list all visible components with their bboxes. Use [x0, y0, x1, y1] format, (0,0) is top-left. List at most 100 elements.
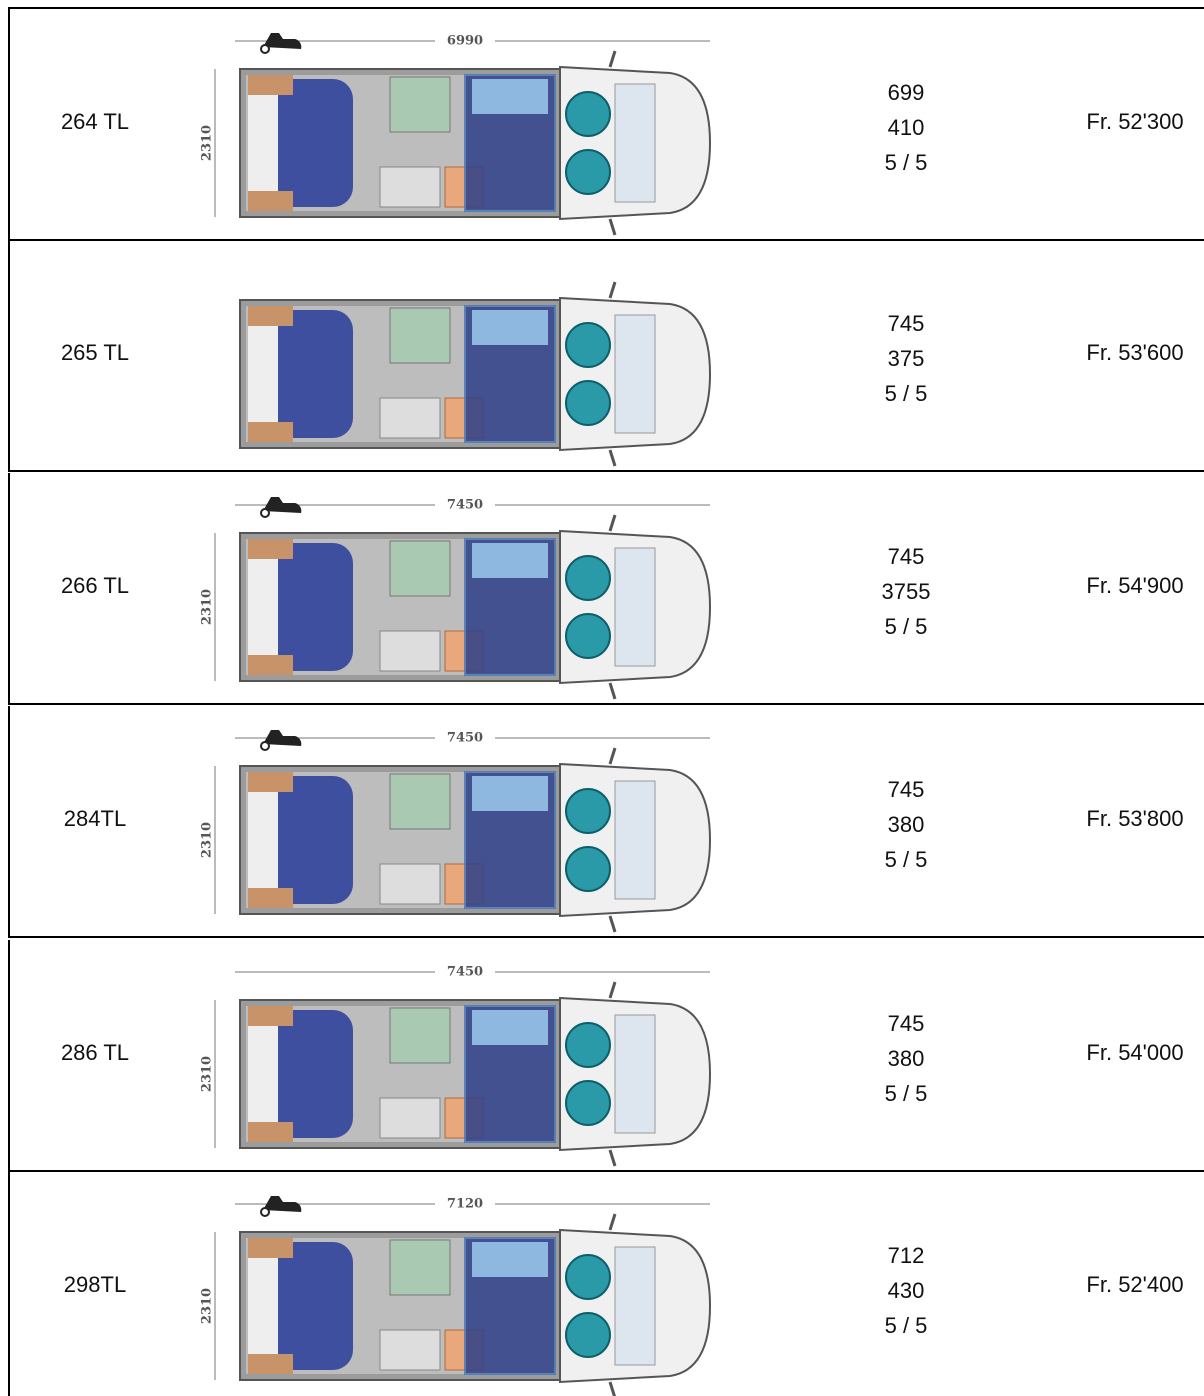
sofa	[472, 1242, 548, 1277]
windshield	[614, 314, 656, 434]
spec-value: 745	[887, 311, 925, 336]
windshield	[614, 547, 656, 667]
price: Fr. 54'000	[1086, 1040, 1184, 1065]
table-row: 265 TL 745 375 5 / 5 Fr. 53'600	[8, 240, 1204, 472]
spec-value: 745	[887, 1011, 925, 1036]
spec-value: 745	[887, 777, 925, 802]
bathroom	[389, 307, 451, 364]
kitchen	[379, 1097, 441, 1139]
spec-value: 712	[887, 1243, 925, 1268]
mirror	[608, 915, 617, 933]
bathroom	[389, 76, 451, 133]
seat	[565, 613, 611, 659]
specs: 745 380 5 / 5	[850, 1006, 962, 1111]
model-name: 264 TL	[60, 109, 130, 134]
mirror	[608, 50, 617, 68]
width-label: 2310	[200, 822, 215, 858]
scooter-icon	[263, 730, 302, 746]
price: Fr. 52'300	[1086, 109, 1184, 134]
floor-plan: 7450 2310	[200, 962, 712, 1167]
seat	[565, 149, 611, 195]
scooter-wheel	[260, 508, 270, 518]
kitchen	[379, 397, 441, 439]
scooter-icon	[263, 33, 302, 49]
price: Fr. 52'400	[1086, 1272, 1184, 1297]
length-label: 7450	[447, 965, 483, 980]
floor-plan: 7120 2310	[200, 1194, 712, 1396]
floor-plan: 7450 2310	[200, 728, 712, 933]
wardrobe	[248, 1006, 293, 1026]
length-label: 7450	[447, 498, 483, 513]
seat	[565, 846, 611, 892]
label-bg	[435, 728, 495, 746]
wardrobe	[248, 191, 293, 211]
pillows	[248, 1018, 278, 1130]
mirror	[608, 747, 617, 765]
wardrobe	[248, 422, 293, 442]
floor-plan: 7450 2310	[200, 495, 712, 700]
wardrobe	[248, 1238, 293, 1258]
length-label: 6990	[447, 34, 483, 49]
seat	[565, 1312, 611, 1358]
scooter-icon	[263, 1196, 302, 1212]
mirror	[608, 514, 617, 532]
pillows	[248, 784, 278, 896]
mirror	[608, 218, 617, 236]
kitchen	[379, 166, 441, 208]
table-row: 298TL 712 430 5 / 5 Fr. 52'400 7120 2310	[8, 1172, 1204, 1396]
scooter-wheel	[260, 741, 270, 751]
pillows	[248, 551, 278, 663]
sofa	[472, 310, 548, 345]
windshield	[614, 83, 656, 203]
floor-plan: 6990 2310	[200, 31, 712, 236]
seat	[565, 555, 611, 601]
bathroom	[389, 1239, 451, 1296]
scooter-wheel	[260, 1207, 270, 1217]
spec-value: 5 / 5	[884, 847, 928, 872]
mirror	[608, 1213, 617, 1231]
width-label: 2310	[200, 1288, 215, 1324]
windshield	[614, 1246, 656, 1366]
length-label: 7120	[447, 1197, 483, 1212]
specs: 745 375 5 / 5	[850, 306, 962, 411]
mirror	[608, 1381, 616, 1396]
seat	[565, 322, 611, 368]
spec-value: 699	[887, 80, 925, 105]
sofa	[472, 543, 548, 578]
spec-value: 5 / 5	[884, 1313, 928, 1338]
sofa	[472, 776, 548, 811]
width-label: 2310	[200, 125, 215, 161]
model-name: 265 TL	[60, 340, 130, 365]
spec-value: 5 / 5	[884, 614, 928, 639]
model-name: 286 TL	[60, 1040, 130, 1065]
windshield	[614, 780, 656, 900]
kitchen	[379, 1329, 441, 1371]
seat	[565, 380, 611, 426]
label-bg	[435, 31, 495, 49]
mirror	[608, 981, 617, 999]
wardrobe	[248, 888, 293, 908]
spec-value: 5 / 5	[884, 1081, 928, 1106]
specs: 712 430 5 / 5	[850, 1238, 962, 1343]
price: Fr. 54'900	[1086, 573, 1184, 598]
table-row: 284TL 745 380 5 / 5 Fr. 53'800 7450 2310	[8, 706, 1204, 938]
spec-value: 430	[887, 1278, 925, 1303]
specs: 699 410 5 / 5	[850, 75, 962, 180]
spec-value: 745	[887, 544, 925, 569]
pillows	[248, 318, 278, 430]
width-label: 2310	[200, 1056, 215, 1092]
kitchen	[379, 863, 441, 905]
length-label: 7450	[447, 731, 483, 746]
seat	[565, 91, 611, 137]
scooter-wheel	[260, 44, 270, 54]
pillows	[248, 1250, 278, 1362]
mirror	[608, 682, 617, 700]
seat	[565, 1254, 611, 1300]
floor-plan	[239, 281, 712, 467]
kitchen	[379, 630, 441, 672]
spec-value: 5 / 5	[884, 381, 928, 406]
wardrobe	[248, 539, 293, 559]
sofa	[472, 79, 548, 114]
mirror	[608, 1149, 617, 1167]
